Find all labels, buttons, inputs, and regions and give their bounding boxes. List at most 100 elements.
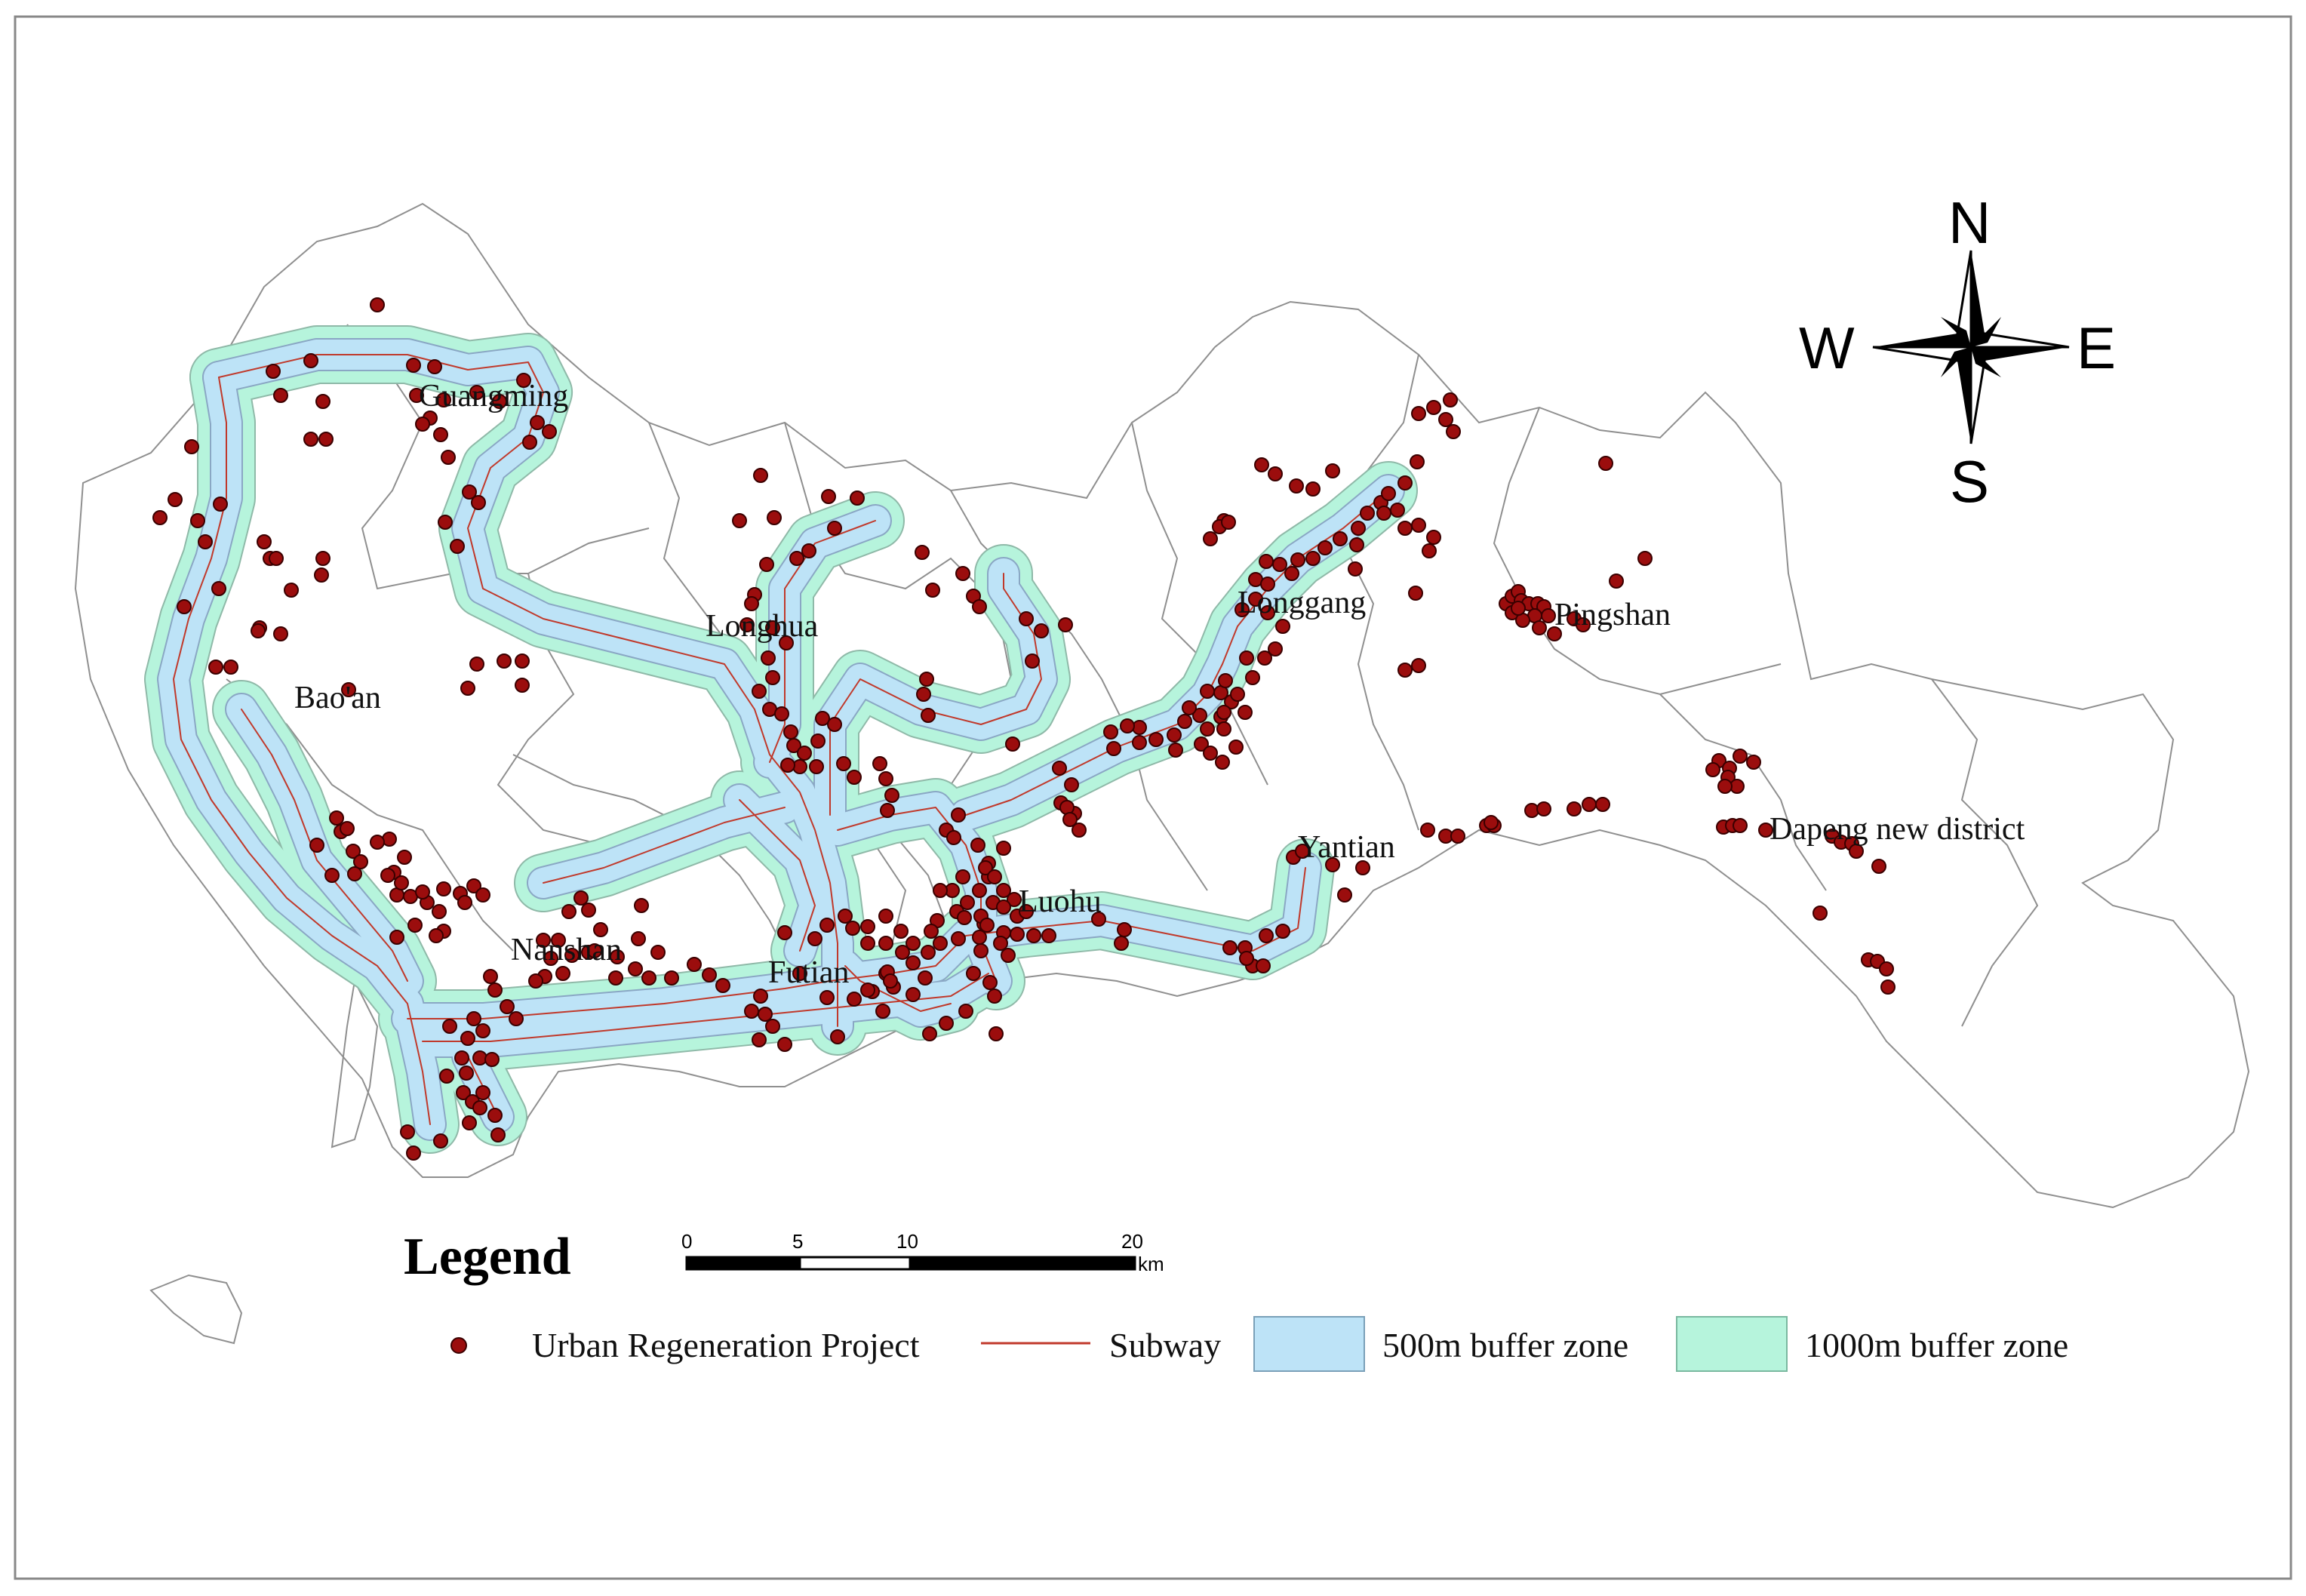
legend-project-label: Urban Regeneration Project (532, 1326, 920, 1364)
urban-regeneration-project-point (752, 1032, 767, 1047)
urban-regeneration-project-point (739, 617, 755, 632)
urban-regeneration-project-point (439, 1069, 454, 1084)
urban-regeneration-project-point (475, 1085, 490, 1100)
urban-regeneration-project-point (860, 919, 875, 934)
urban-regeneration-project-point (1182, 700, 1197, 715)
legend-title: Legend (404, 1228, 571, 1286)
urban-regeneration-project-point (460, 681, 475, 696)
urban-regeneration-project-point (1167, 727, 1182, 743)
urban-regeneration-project-point (780, 758, 795, 773)
urban-regeneration-project-point (933, 883, 948, 898)
urban-regeneration-project-point (1410, 454, 1425, 469)
urban-regeneration-project-point (1106, 741, 1121, 756)
urban-regeneration-project-point (1411, 518, 1426, 533)
urban-regeneration-project-point (1194, 736, 1209, 752)
urban-regeneration-project-point (1733, 749, 1748, 764)
scale-tick-20: 20 (1121, 1230, 1143, 1253)
urban-regeneration-project-point (641, 970, 656, 986)
urban-regeneration-project-point (1411, 658, 1426, 673)
urban-regeneration-project-point (442, 1019, 457, 1034)
urban-regeneration-project-point (1880, 979, 1896, 995)
urban-regeneration-project-point (346, 844, 361, 859)
district-label-dapeng: Dapeng new district (1769, 812, 2025, 847)
urban-regeneration-project-point (1450, 829, 1465, 844)
urban-regeneration-project-point (933, 936, 948, 951)
scale-tick-5: 5 (792, 1230, 803, 1253)
urban-regeneration-project-point (475, 1023, 490, 1038)
boundary-line (1493, 407, 1782, 696)
urban-regeneration-project-point (1746, 755, 1761, 770)
compass-diagonal (1941, 347, 1971, 377)
urban-regeneration-project-point (198, 534, 213, 549)
urban-regeneration-project-point (1216, 721, 1231, 736)
urban-regeneration-project-point (761, 650, 776, 666)
urban-regeneration-project-point (450, 539, 465, 554)
urban-regeneration-project-point (1256, 958, 1271, 973)
urban-regeneration-project-point (1289, 478, 1304, 494)
urban-regeneration-project-point (1333, 531, 1348, 546)
urban-regeneration-project-point (1567, 801, 1582, 816)
urban-regeneration-project-point (1397, 521, 1413, 536)
urban-regeneration-project-point (483, 969, 498, 984)
urban-regeneration-project-point (515, 678, 530, 693)
urban-regeneration-project-point (536, 933, 551, 948)
urban-regeneration-project-point (801, 543, 816, 558)
subway-line (218, 354, 838, 1027)
scale-bar: 0 5 10 20 km (681, 1230, 1164, 1275)
urban-regeneration-project-point (872, 756, 887, 771)
urban-regeneration-project-point (318, 432, 334, 447)
urban-regeneration-project-point (1443, 392, 1458, 407)
urban-regeneration-project-point (370, 297, 385, 312)
urban-regeneration-project-point (1422, 543, 1437, 558)
district-label-longhua: Longhua (706, 609, 819, 644)
urban-regeneration-project-point (433, 1133, 448, 1149)
urban-regeneration-project-point (753, 989, 768, 1004)
urban-regeneration-project-point (1221, 515, 1236, 530)
compass-diagonal (1971, 317, 2001, 347)
urban-regeneration-project-point (1203, 746, 1218, 761)
urban-regeneration-project-point (779, 635, 794, 650)
subway-line (769, 520, 876, 763)
urban-regeneration-project-point (1879, 961, 1894, 976)
urban-regeneration-project-point (960, 895, 975, 910)
urban-regeneration-points (152, 297, 1896, 1161)
urban-regeneration-project-point (1239, 951, 1254, 966)
urban-regeneration-project-point (303, 432, 318, 447)
urban-regeneration-project-point (1218, 673, 1233, 688)
compass-east-point (1971, 347, 2069, 361)
district-label-baoan: Bao'an (294, 681, 381, 715)
urban-regeneration-project-point (487, 983, 503, 998)
urban-regeneration-project-point (1259, 928, 1274, 943)
urban-regeneration-project-point (466, 1011, 481, 1026)
urban-regeneration-project-point (1317, 540, 1333, 555)
urban-regeneration-project-point (989, 1026, 1004, 1041)
urban-regeneration-project-point (924, 924, 939, 939)
urban-regeneration-project-point (883, 973, 898, 989)
urban-regeneration-project-point (810, 733, 826, 749)
urban-regeneration-project-point (1114, 936, 1129, 951)
urban-regeneration-project-point (752, 684, 767, 699)
urban-regeneration-project-point (1120, 718, 1135, 733)
urban-regeneration-project-point (650, 945, 666, 960)
boundary-line (1931, 678, 2039, 1027)
urban-regeneration-project-point (996, 899, 1011, 915)
urban-regeneration-project-point (152, 510, 168, 525)
urban-regeneration-project-point (415, 417, 430, 432)
urban-regeneration-project-point (792, 966, 807, 981)
urban-regeneration-project-point (551, 933, 566, 948)
urban-regeneration-project-point (777, 925, 792, 940)
urban-regeneration-project-point (436, 881, 451, 896)
urban-regeneration-project-point (1260, 605, 1275, 620)
district-label-luohu: Luohu (1019, 884, 1102, 919)
urban-regeneration-project-point (905, 987, 921, 1002)
urban-regeneration-project-point (466, 878, 481, 893)
urban-regeneration-project-point (315, 551, 331, 566)
urban-regeneration-project-point (329, 810, 344, 826)
boundary-line (346, 324, 650, 590)
urban-regeneration-project-point (987, 869, 1002, 884)
urban-regeneration-project-point (1295, 844, 1310, 859)
urban-regeneration-project-point (457, 895, 472, 910)
urban-regeneration-project-point (1446, 424, 1461, 439)
urban-regeneration-project-point (875, 1004, 890, 1019)
